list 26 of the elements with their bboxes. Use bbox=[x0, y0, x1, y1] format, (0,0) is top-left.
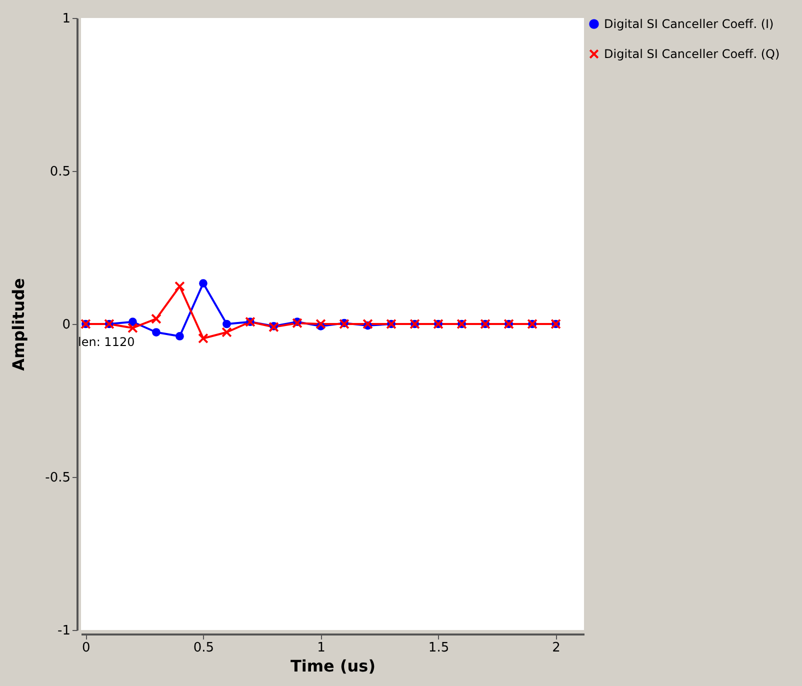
x-tick-label: 0.5 bbox=[193, 640, 214, 656]
y-tick-label: 0 bbox=[62, 318, 70, 332]
x-tick-label: 1.5 bbox=[428, 640, 450, 656]
x-tick-label: 1 bbox=[317, 640, 326, 656]
point bbox=[176, 332, 184, 340]
point bbox=[222, 327, 232, 338]
x-tick-label: 0 bbox=[82, 640, 90, 656]
point bbox=[199, 279, 208, 288]
y-tick-label: -0.5 bbox=[45, 470, 70, 486]
legend-label: Digital SI Canceller Coeff. (I) bbox=[604, 17, 774, 31]
point bbox=[316, 318, 326, 330]
y-axis-title: Amplitude bbox=[9, 278, 28, 371]
point bbox=[198, 333, 208, 344]
x-axis-title: Time (us) bbox=[290, 656, 376, 676]
x-tick-label: 2 bbox=[552, 640, 560, 656]
point bbox=[174, 281, 185, 292]
point bbox=[128, 322, 138, 334]
legend-label: Digital SI Canceller Coeff. (Q) bbox=[604, 47, 780, 61]
y-tick-label: 1 bbox=[62, 12, 70, 26]
annotation: len: 1120 bbox=[78, 335, 135, 349]
y-tick-label: 0.5 bbox=[50, 164, 70, 180]
point bbox=[152, 328, 160, 336]
point bbox=[222, 320, 231, 328]
y-tick-label: -1 bbox=[58, 624, 70, 638]
point bbox=[362, 318, 373, 330]
point bbox=[151, 314, 162, 324]
